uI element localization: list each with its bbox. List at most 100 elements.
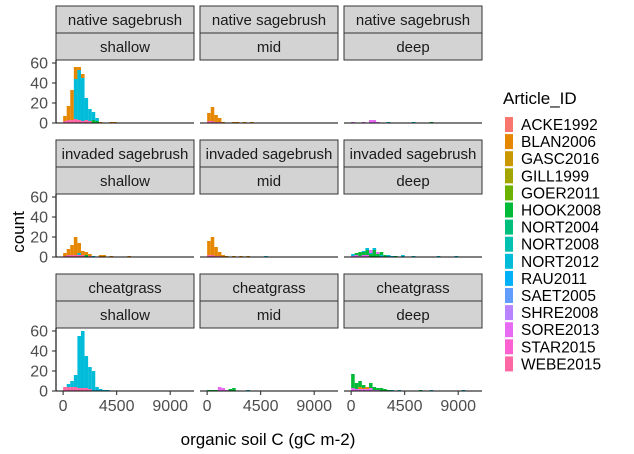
facet-grid: native sagebrush shallow native sagebrush m…: [55, 5, 483, 391]
bar-segment-hook2008: [376, 388, 380, 390]
strip-bottom: [343, 166, 483, 195]
bar-segment-sore2013: [372, 120, 377, 123]
legend-swatch: [505, 288, 513, 303]
x-tick-label: 9000: [296, 398, 332, 415]
bar-segment-webe2015: [84, 120, 89, 123]
facet-invaded-sagebrush-shallow: invaded sagebrush shallow: [55, 139, 195, 257]
x-tick-label: 4500: [387, 398, 423, 415]
bar-segment-hook2008: [361, 385, 366, 388]
strip-bottom: [199, 32, 339, 61]
bar-segment-blan2006: [361, 388, 366, 389]
legend-label: NORT2008: [521, 237, 599, 254]
strip-label-col: deep: [396, 173, 429, 190]
x-tick-label: 9000: [152, 398, 188, 415]
bar-segment-webe2015: [77, 255, 81, 257]
bar-segment-blan2006: [77, 67, 81, 70]
bar-segment-webe2015: [73, 387, 78, 391]
strip-label-row: invaded sagebrush: [62, 146, 189, 163]
bar-segment-nort2012: [379, 255, 384, 257]
bar-segment-nort2012: [77, 336, 81, 388]
bar-segment-blan2006: [66, 249, 71, 255]
strip-bottom: [343, 300, 483, 329]
bar-segment-blan2006: [63, 253, 67, 256]
strip-label-col: mid: [257, 307, 281, 324]
axes: 0 20 40 60 0 20 40 60 0 4500 9000 0 20 40 60 0 4500 9000 0…: [30, 56, 482, 415]
bar-segment-nort2012: [77, 70, 81, 120]
strip-top: [343, 273, 483, 302]
bar-segment-nort2012: [361, 251, 366, 252]
bar-segment-blan2006: [70, 245, 74, 255]
legend-item-acke1992: ACKE1992: [505, 117, 598, 134]
bar-segment-sore2013: [221, 388, 225, 391]
bar-segment-sore2013: [361, 389, 366, 391]
strip-label-row: cheatgrass: [232, 280, 305, 297]
bar-segment-blan2006: [70, 90, 74, 120]
x-tick-label: 0: [203, 398, 212, 415]
legend-label: SHRE2008: [521, 305, 599, 322]
bar-segment-nort2012: [70, 381, 74, 387]
strip-label-row: cheatgrass: [376, 280, 449, 297]
strip-top: [55, 5, 195, 34]
bar-segment-blan2006: [217, 252, 222, 256]
legend-swatch: [505, 168, 513, 184]
legend-swatch: [505, 219, 513, 235]
y-tick-label: 20: [30, 96, 48, 113]
legend-item-star2015: STAR2015: [505, 339, 596, 356]
legend-label: STAR2015: [521, 339, 596, 356]
y-tick-label: 40: [30, 210, 48, 227]
bar-segment-webe2015: [73, 119, 78, 123]
legend-item-shre2008: SHRE2008: [505, 305, 599, 322]
facet-native-sagebrush-deep: native sagebrush deep: [343, 5, 483, 123]
strip-label-col: shallow: [100, 173, 150, 190]
bar-segment-hook2008: [95, 121, 99, 123]
bar-segment-webe2015: [63, 387, 67, 391]
bar-segment-nort2012: [351, 254, 355, 256]
bar-segment-webe2015: [77, 120, 81, 123]
bar-segment-hook2008: [379, 252, 384, 255]
x-tick-label: 4500: [243, 398, 279, 415]
bar-segment-hook2008: [372, 387, 377, 390]
legend-item-hook2008: HOOK2008: [505, 202, 601, 220]
bar-segment-webe2015: [207, 255, 211, 257]
legend-swatch: [505, 134, 513, 150]
legend-label: SORE2013: [521, 322, 599, 339]
x-tick-label: 0: [347, 398, 356, 415]
legend-item-gasc2016: GASC2016: [505, 151, 599, 168]
bar-segment-hook2008: [383, 255, 387, 257]
y-axis-title: count: [9, 211, 28, 253]
legend-item-nort2008: NORT2008: [505, 236, 599, 254]
bar-segment-blan2006: [207, 241, 211, 255]
bar-segment-hook2008: [354, 383, 359, 389]
strip-top: [199, 273, 339, 302]
bar-segment-webe2015: [80, 121, 85, 123]
bar-segment-blan2006: [217, 118, 222, 122]
facet-invaded-sagebrush-deep: invaded sagebrush deep: [343, 139, 483, 257]
bar-segment-nort2012: [401, 255, 405, 257]
bar-segment-sore2013: [368, 120, 373, 123]
legend-label: NORT2004: [521, 220, 599, 237]
bar-segment-sore2013: [368, 388, 373, 391]
legend-label: GOER2011: [521, 185, 600, 202]
bar-segment-hook2008: [358, 252, 362, 256]
bar-segment-hook2008: [368, 254, 373, 257]
legend-swatch: [505, 305, 513, 321]
bar-segment-nort2012: [91, 371, 96, 391]
bar-segment-sore2013: [365, 389, 369, 391]
strip-label-col: shallow: [100, 307, 150, 324]
strip-label-row: invaded sagebrush: [206, 146, 333, 163]
bar-segment-sore2013: [217, 387, 222, 391]
y-tick-label: 0: [39, 384, 48, 401]
bar-segment-nort2012: [84, 356, 89, 388]
x-axis-title: organic soil C (gC m-2): [181, 430, 356, 449]
bar-segment-nort2012: [386, 255, 391, 257]
strip-label-row: native sagebrush: [68, 12, 182, 29]
bar-segment-hook2008: [376, 254, 380, 257]
strip-label-col: mid: [257, 173, 281, 190]
y-tick-label: 40: [30, 76, 48, 93]
facet-invaded-sagebrush-mid: invaded sagebrush mid: [199, 139, 339, 257]
bar-segment-webe2015: [210, 255, 215, 257]
legend-label: RAU2011: [521, 271, 587, 288]
bar-segment-webe2015: [66, 255, 71, 257]
bar-segment-webe2015: [73, 255, 78, 257]
